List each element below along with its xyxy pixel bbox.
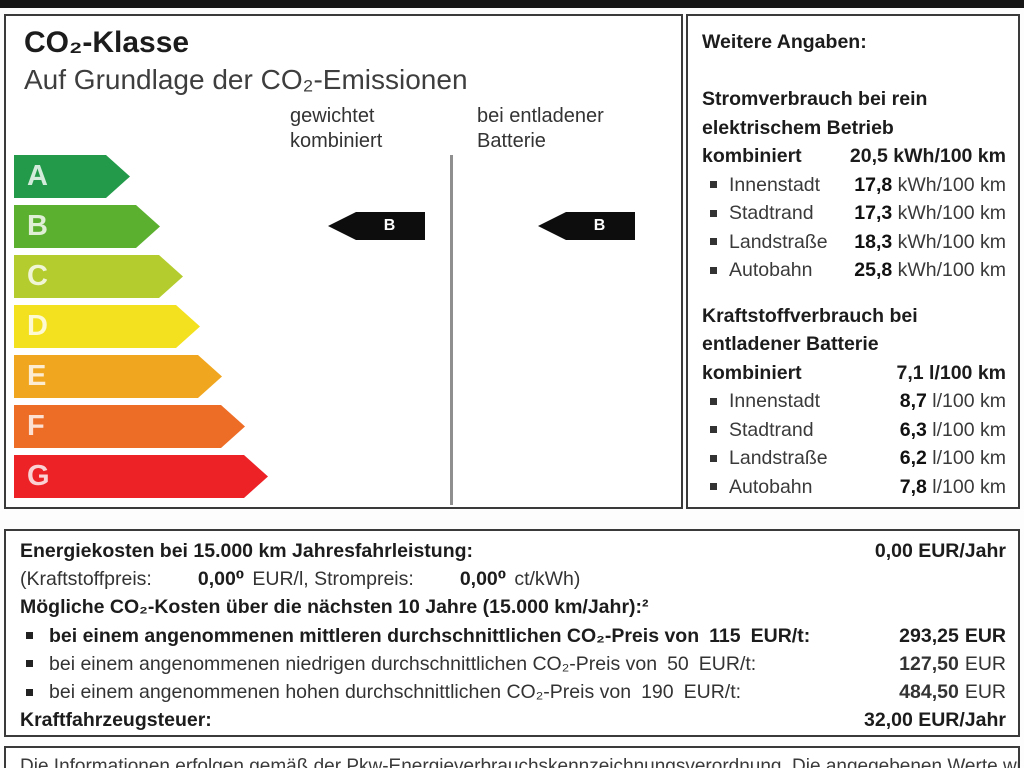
depleted-battery-header: bei entladener Batterie — [477, 105, 604, 152]
fuel-consumption-title-2: entladener Batterie — [702, 333, 879, 355]
bullet-icon — [710, 181, 717, 189]
bullet-icon — [710, 426, 717, 434]
fuel-combined-row: kombiniert 7,1 l/100 km — [702, 361, 1006, 384]
bullet-icon — [26, 632, 33, 640]
scale-band-e: E — [14, 355, 222, 398]
scale-band-b: B — [14, 205, 160, 248]
fuel-row-stadtrand: Stadtrand 6,3 l/100 km — [702, 416, 1006, 445]
price-assumptions-row: (Kraftstoffpreis: 0,00⁰ EUR/l, Stromprei… — [20, 568, 581, 591]
electric-combined-row: kombiniert 20,5 kWh/100 km — [702, 145, 1006, 167]
co2-class-title: CO₂-Klasse — [24, 26, 190, 59]
footer-note-text: Die Informationen erfolgen gemäß der Pkw… — [20, 756, 1018, 768]
fuel-row-autobahn: Autobahn 7,8 l/100 km — [702, 473, 1006, 502]
column-divider — [450, 155, 453, 505]
bullet-icon — [710, 483, 717, 491]
co2-costs-heading-row: Mögliche CO₂-Kosten über die nächsten 10… — [20, 596, 649, 619]
depleted-class-arrow: B — [538, 212, 635, 240]
scale-band-f: F — [14, 405, 245, 448]
additional-info-panel: Weitere Angaben: Stromverbrauch bei rein… — [686, 14, 1020, 509]
co2-cost-row-high: bei einem angenommenen hohen durchschnit… — [20, 678, 1006, 706]
scale-band-a: A — [14, 155, 130, 198]
additional-info-heading: Weitere Angaben: — [702, 31, 867, 53]
energy-costs-panel: Energiekosten bei 15.000 km Jahresfahrle… — [4, 529, 1020, 737]
bullet-icon — [710, 238, 717, 246]
electric-row-stadtrand: Stadtrand 17,3 kWh/100 km — [702, 199, 1006, 228]
co2-cost-row-medium: bei einem angenommenen mittleren durchsc… — [20, 622, 1006, 650]
co2-class-panel: CO₂-Klasse Auf Grundlage der CO₂-Emissio… — [4, 14, 683, 509]
bullet-icon — [26, 688, 33, 696]
weighted-combined-header: gewichtet kombiniert — [290, 105, 383, 152]
scale-band-c: C — [14, 255, 183, 298]
electric-row-innenstadt: Innenstadt 17,8 kWh/100 km — [702, 171, 1006, 200]
fuel-row-landstrasse: Landstraße 6,2 l/100 km — [702, 444, 1006, 473]
energy-costs-row: Energiekosten bei 15.000 km Jahresfahrle… — [20, 540, 1006, 562]
bullet-icon — [710, 397, 717, 405]
fuel-consumption-title-1: Kraftstoffverbrauch bei — [702, 304, 918, 327]
bullet-icon — [710, 209, 717, 217]
weighted-class-arrow: B — [328, 212, 425, 240]
electric-row-landstrasse: Landstraße 18,3 kWh/100 km — [702, 228, 1006, 257]
electric-consumption-title-2: elektrischem Betrieb — [702, 116, 894, 139]
bullet-icon — [710, 266, 717, 274]
scale-band-d: D — [14, 305, 200, 348]
bullet-icon — [710, 454, 717, 462]
co2-cost-row-low: bei einem angenommenen niedrigen durchsc… — [20, 650, 1006, 678]
fuel-row-innenstadt: Innenstadt 8,7 l/100 km — [702, 387, 1006, 416]
scale-band-g: G — [14, 455, 268, 498]
electric-consumption-title-1: Stromverbrauch bei rein — [702, 88, 928, 110]
co2-class-subtitle: Auf Grundlage der CO₂-Emissionen — [24, 64, 468, 95]
footer-note-panel: Die Informationen erfolgen gemäß der Pkw… — [4, 746, 1020, 768]
bullet-icon — [26, 660, 33, 668]
vehicle-tax-row: Kraftfahrzeugsteuer: 32,00 EUR/Jahr — [20, 709, 1006, 732]
top-black-bar — [0, 0, 1024, 8]
electric-row-autobahn: Autobahn 25,8 kWh/100 km — [702, 256, 1006, 285]
